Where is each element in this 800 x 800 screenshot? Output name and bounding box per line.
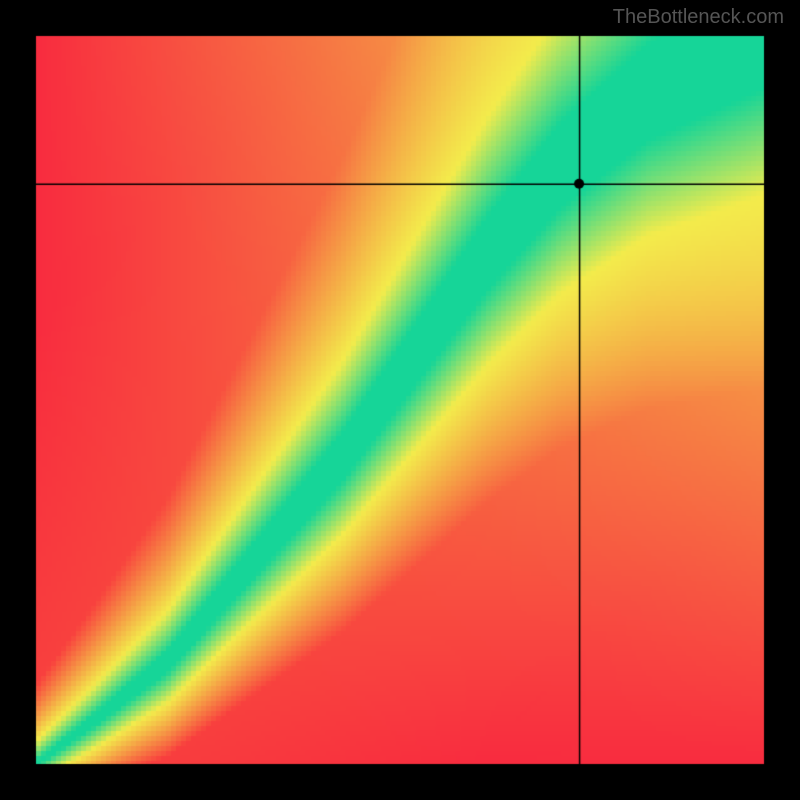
heatmap-canvas [0,0,800,800]
watermark: TheBottleneck.com [613,6,784,29]
